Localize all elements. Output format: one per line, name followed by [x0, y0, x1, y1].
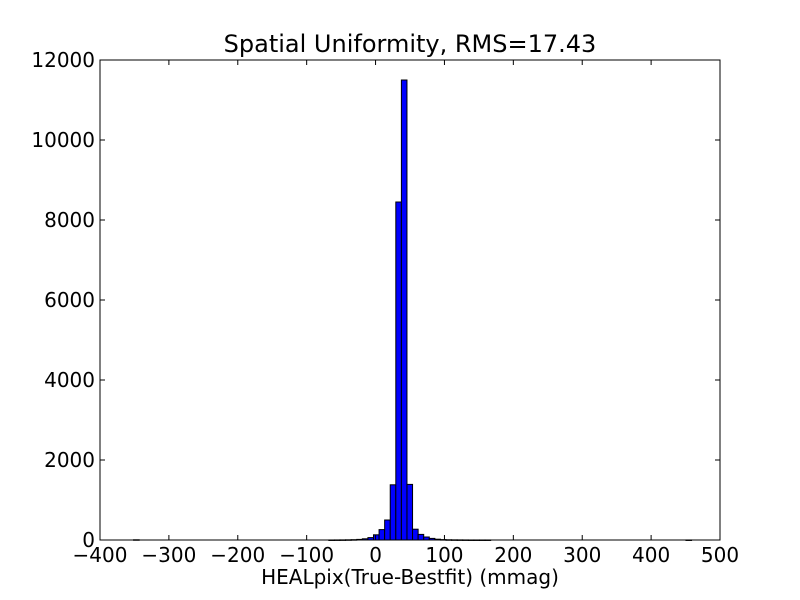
x-tick-label: 0: [369, 543, 382, 567]
x-tick-label: −300: [141, 543, 196, 567]
chart-title: Spatial Uniformity, RMS=17.43: [224, 30, 597, 58]
histogram-bar: [417, 533, 425, 541]
histogram-bar: [400, 79, 408, 541]
histogram-bar: [395, 201, 402, 541]
y-tick-label: 8000: [44, 208, 95, 232]
x-axis-label: HEALpix(True-Bestfit) (mmag): [261, 565, 559, 589]
x-axis-ticks: −400 −300 −200 −100 0 100 200 300 400 500: [73, 60, 739, 567]
plot-frame: [99, 59, 721, 541]
histogram-bar: [378, 529, 386, 541]
x-tick-label: 200: [494, 543, 532, 567]
y-tick-label: 2000: [44, 448, 95, 472]
x-tick-label: 300: [563, 543, 601, 567]
y-tick-label: 12000: [31, 48, 95, 72]
histogram-bars: [133, 79, 693, 541]
histogram-bar: [406, 483, 414, 541]
y-tick-label: 6000: [44, 288, 95, 312]
x-tick-label: 400: [632, 543, 670, 567]
y-tick-label: 10000: [31, 128, 95, 152]
histogram-bar: [389, 484, 397, 541]
histogram-bar: [384, 519, 391, 541]
y-tick-label: 0: [82, 528, 95, 552]
x-tick-label: −200: [210, 543, 265, 567]
x-tick-label: −100: [279, 543, 334, 567]
histogram-bar: [372, 534, 380, 541]
y-axis-ticks: 0 2000 4000 6000 8000 10000 12000: [31, 48, 720, 552]
x-tick-label: 500: [701, 543, 739, 567]
x-tick-label: 100: [425, 543, 463, 567]
y-tick-label: 4000: [44, 368, 95, 392]
histogram-bar: [412, 528, 419, 541]
x-tick-label: −400: [73, 543, 128, 567]
